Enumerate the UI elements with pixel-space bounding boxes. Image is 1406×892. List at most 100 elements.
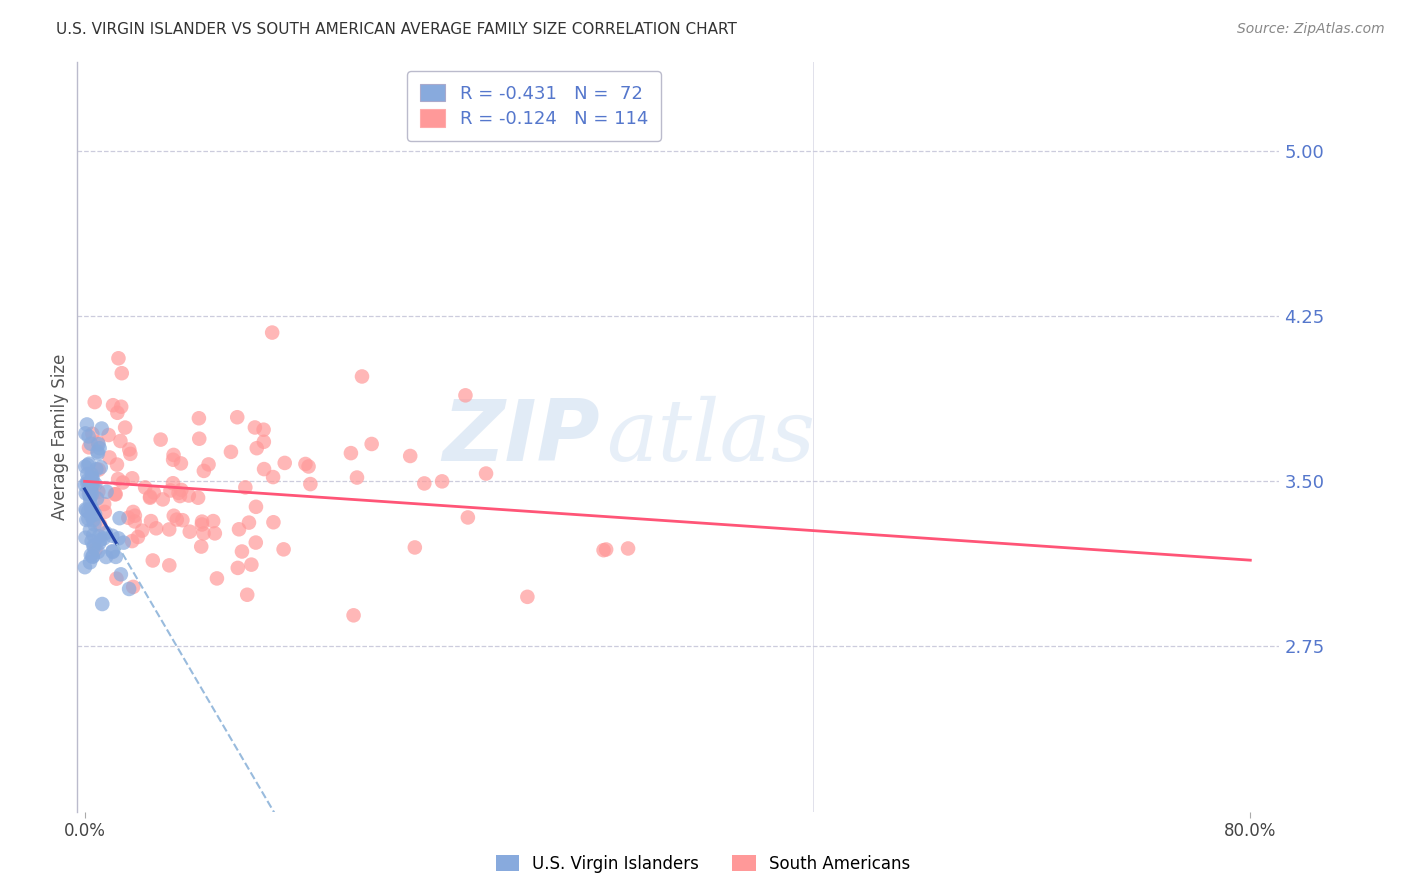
Point [169,489,191,503]
Point [75,503,97,517]
Point [82,477,104,491]
Point [134,480,156,494]
Point [159,483,181,498]
Point [104,487,127,501]
Point [399,449,422,463]
Point [350,369,373,384]
Point [79,479,101,493]
Point [240,558,263,572]
Point [592,543,614,558]
Point [80,436,103,450]
Point [75,531,97,545]
Point [454,388,477,402]
Point [80,478,103,492]
Point [82,513,104,527]
Point [122,505,145,519]
Point [77,504,100,518]
Point [124,515,146,529]
Point [236,588,259,602]
Point [82,549,104,564]
Point [87,435,110,450]
Point [107,472,129,486]
Point [84,508,107,522]
Point [617,541,640,556]
Point [120,447,142,461]
Point [76,417,98,432]
Point [191,515,214,529]
Point [87,545,110,559]
Point [117,510,139,524]
Point [253,462,276,476]
Point [139,490,162,504]
Point [101,529,124,543]
Point [105,572,128,586]
Point [404,541,426,555]
Point [87,462,110,476]
Point [162,476,184,491]
Point [96,484,118,499]
Point [89,517,111,532]
Point [83,541,105,555]
Point [87,446,110,460]
Point [76,458,98,472]
Point [152,492,174,507]
Point [139,491,162,505]
Point [90,460,112,475]
Point [82,528,104,542]
Legend: U.S. Virgin Islanders, South Americans: U.S. Virgin Islanders, South Americans [489,848,917,880]
Point [475,467,498,481]
Point [75,513,97,527]
Point [87,437,110,451]
Point [170,483,193,497]
Point [98,450,121,465]
Point [90,421,112,435]
Point [262,326,284,340]
Point [77,429,100,443]
Point [179,524,201,539]
Point [145,521,167,535]
Point [233,480,256,494]
Point [110,567,132,582]
Point [83,539,105,553]
Point [82,426,104,441]
Text: ZIP: ZIP [443,395,600,479]
Point [86,444,108,458]
Point [82,471,104,485]
Point [84,542,107,557]
Point [188,432,211,446]
Point [226,561,249,575]
Point [79,555,101,569]
Point [246,441,269,455]
Point [118,582,141,596]
Point [170,457,193,471]
Point [157,523,180,537]
Point [80,487,103,501]
Point [101,545,124,559]
Point [118,442,141,457]
Text: atlas: atlas [606,396,815,478]
Point [127,530,149,544]
Point [187,411,209,425]
Point [80,548,103,562]
Point [111,366,134,380]
Point [139,514,162,528]
Point [77,512,100,526]
Point [299,477,322,491]
Point [121,471,143,485]
Point [75,459,97,474]
Point [595,542,617,557]
Point [82,502,104,516]
Point [110,400,132,414]
Point [101,398,124,412]
Point [82,549,104,564]
Point [190,540,212,554]
Point [105,406,128,420]
Point [124,508,146,523]
Point [340,446,363,460]
Point [79,523,101,537]
Point [93,532,115,546]
Point [80,470,103,484]
Point [104,487,127,501]
Point [97,428,120,442]
Point [80,484,103,499]
